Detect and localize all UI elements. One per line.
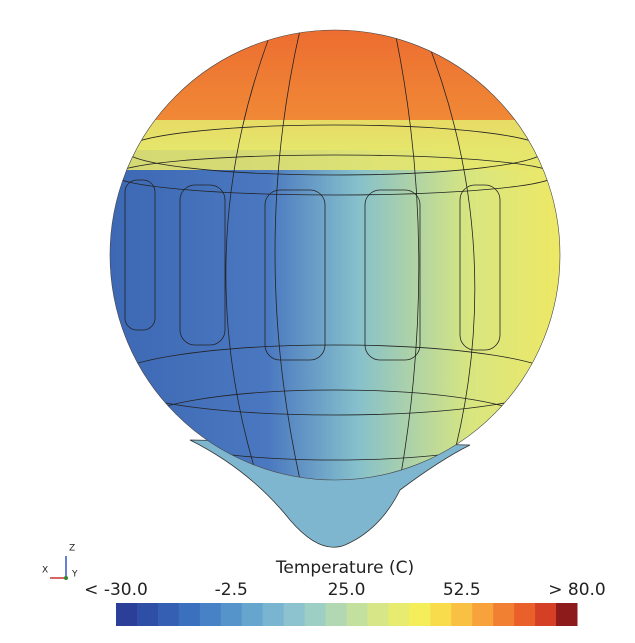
color-swatch — [409, 603, 431, 626]
color-swatch — [430, 603, 452, 626]
color-swatch — [157, 603, 180, 626]
color-swatch — [283, 603, 306, 626]
triad-y: Y — [71, 570, 78, 580]
model — [109, 29, 561, 548]
color-swatch — [262, 603, 285, 626]
color-swatch — [241, 603, 264, 626]
tick-label: < -30.0 — [84, 580, 148, 600]
color-swatch — [220, 603, 243, 626]
tick-label: 52.5 — [443, 580, 481, 600]
legend-title: Temperature (C) — [275, 558, 414, 578]
color-swatch — [472, 603, 494, 626]
tick-label: -2.5 — [215, 580, 248, 600]
color-swatch — [514, 603, 536, 626]
triad-z: Z — [69, 544, 75, 554]
tick-label: 25.0 — [328, 580, 366, 600]
color-swatch — [178, 603, 201, 626]
color-swatch — [556, 603, 578, 626]
color-swatch — [325, 603, 347, 626]
color-swatch — [304, 603, 327, 626]
color-swatch — [346, 603, 368, 626]
color-swatch — [367, 603, 389, 626]
color-swatch — [116, 603, 138, 626]
color-swatch — [388, 603, 410, 626]
tick-label: > 80.0 — [548, 580, 606, 600]
color-swatch — [451, 603, 473, 626]
color-swatch — [493, 603, 515, 626]
color-swatch — [535, 603, 557, 626]
triad-x: X — [42, 566, 48, 576]
axis-triad: Z X Y — [42, 544, 78, 580]
color-swatch — [199, 603, 222, 626]
color-swatch — [136, 603, 159, 626]
